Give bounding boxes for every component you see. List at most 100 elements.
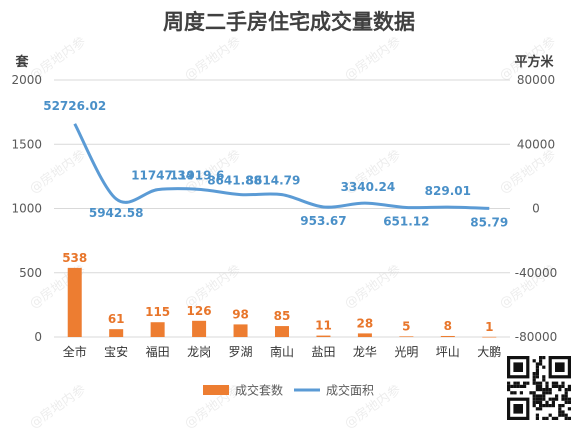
- qr-module: [507, 381, 511, 385]
- qr-module: [510, 384, 514, 388]
- qr-module: [561, 381, 565, 385]
- qr-module: [535, 372, 539, 376]
- qr-module: [519, 391, 523, 395]
- qr-module: [545, 400, 549, 404]
- bar: [357, 333, 372, 337]
- bar-value-label: 11: [315, 319, 332, 333]
- bar-value-label: 5: [402, 319, 410, 333]
- bar-value-label: 61: [108, 312, 125, 326]
- qr-module: [564, 416, 568, 420]
- qr-module: [532, 397, 536, 401]
- qr-module: [532, 400, 536, 404]
- qr-module: [535, 381, 539, 385]
- qr-module: [567, 416, 571, 420]
- line-value-label: 8641.88: [207, 174, 262, 188]
- qr-module: [564, 413, 568, 417]
- qr-module: [535, 400, 539, 404]
- category-label: 光明: [394, 345, 418, 359]
- left-tick-label: 500: [19, 266, 42, 280]
- left-axis-unit: 套: [14, 54, 29, 70]
- qr-module: [513, 381, 517, 385]
- qr-module: [516, 384, 520, 388]
- bar-value-label: 28: [357, 316, 374, 330]
- watermark-text: @房地内参: [26, 382, 88, 431]
- qr-module: [558, 404, 562, 408]
- qr-module: [526, 381, 530, 385]
- qr-module: [539, 384, 543, 388]
- qr-module: [542, 378, 546, 382]
- qr-module: [542, 404, 546, 408]
- qr-module: [535, 375, 539, 379]
- category-label: 福田: [146, 344, 170, 359]
- qr-module: [532, 375, 536, 379]
- bar: [399, 336, 414, 337]
- bar: [316, 335, 331, 337]
- qr-module: [564, 397, 568, 401]
- qr-module: [507, 388, 511, 392]
- qr-module: [564, 388, 568, 392]
- category-label: 全市: [63, 344, 87, 359]
- line-value-label: 953.67: [300, 214, 346, 228]
- category-label: 大鹏: [477, 345, 501, 359]
- qr-module: [535, 413, 539, 417]
- left-tick-label: 1500: [11, 137, 42, 151]
- category-label: 罗湖: [229, 344, 253, 359]
- qr-module: [539, 397, 543, 401]
- qr-module: [510, 391, 514, 395]
- qr-module: [558, 413, 562, 417]
- data-labels: 538 61 115 126 98 85 11 28 5 8 1 52726.02 5942.58 117…: [43, 99, 508, 334]
- qr-module: [545, 384, 549, 388]
- bar-series: [67, 267, 497, 338]
- line-value-label: 11747.34: [131, 169, 194, 183]
- qr-module: [539, 394, 543, 398]
- legend-label-bar: 成交套数: [235, 383, 283, 398]
- left-tick-label: 0: [34, 330, 42, 344]
- left-tick-label: 2000: [11, 73, 42, 87]
- qr-module: [542, 365, 546, 369]
- qr-module: [535, 384, 539, 388]
- qr-module: [567, 384, 571, 388]
- right-tick-label: -80000: [515, 330, 558, 344]
- qr-module: [535, 394, 539, 398]
- qr-module: [542, 416, 546, 420]
- qr-module: [507, 384, 511, 388]
- right-tick-label: 0: [532, 202, 540, 216]
- qr-finder-core: [555, 362, 565, 372]
- watermark-text: @房地内参: [496, 147, 558, 197]
- qr-module: [542, 391, 546, 395]
- qr-module: [567, 400, 571, 404]
- watermark-text: @房地内参: [181, 34, 243, 84]
- line-value-label: 5942.58: [89, 206, 144, 220]
- qr-module: [535, 362, 539, 366]
- legend-swatch-bar: [203, 385, 229, 395]
- qr-module: [532, 394, 536, 398]
- qr-module: [561, 397, 565, 401]
- qr-module: [532, 359, 536, 363]
- qr-module: [516, 381, 520, 385]
- bar-value-label: 85: [274, 309, 291, 323]
- qr-module: [542, 375, 546, 379]
- qr-module: [542, 356, 546, 360]
- qr-module: [539, 362, 543, 366]
- qr-module: [551, 397, 555, 401]
- qr-module: [545, 404, 549, 408]
- qr-module: [551, 384, 555, 388]
- qr-module: [564, 400, 568, 404]
- qr-module: [539, 381, 543, 385]
- line-value-label: 651.12: [383, 214, 429, 228]
- qr-module: [561, 394, 565, 398]
- qr-module: [558, 410, 562, 414]
- qr-module: [555, 397, 559, 401]
- qr-module: [545, 416, 549, 420]
- qr-module: [529, 391, 533, 395]
- category-label: 盐田: [311, 345, 335, 359]
- qr-module: [532, 372, 536, 376]
- qr-module: [564, 394, 568, 398]
- qr-module: [535, 407, 539, 411]
- qr-module: [532, 391, 536, 395]
- qr-module: [542, 397, 546, 401]
- bar: [482, 336, 497, 338]
- qr-module: [539, 388, 543, 392]
- category-label: 南山: [270, 344, 294, 359]
